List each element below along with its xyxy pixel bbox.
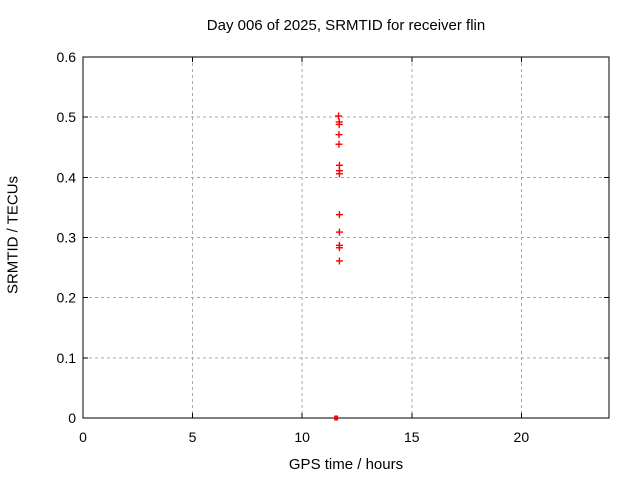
x-tick-label: 15 [404, 429, 420, 445]
y-tick-label: 0.2 [57, 290, 77, 306]
y-tick-label: 0.6 [57, 49, 77, 65]
x-tick-label: 10 [294, 429, 310, 445]
plot-border [82, 56, 610, 419]
y-tick-label: 0 [68, 410, 76, 426]
y-tick-label: 0.1 [57, 350, 77, 366]
x-tick-label: 5 [189, 429, 197, 445]
x-tick-label: 0 [79, 429, 87, 445]
y-tick-label: 0.4 [57, 169, 77, 185]
chart-title: Day 006 of 2025, SRMTID for receiver fli… [206, 17, 486, 34]
x-tick-label: 20 [514, 429, 530, 445]
y-axis-label: SRMTID / TECUs [4, 175, 22, 295]
x-axis-label: GPS time / hours [288, 456, 404, 473]
data-point-marker [334, 415, 339, 421]
y-tick-label: 0.5 [57, 109, 77, 125]
y-tick-label: 0.3 [57, 230, 77, 246]
